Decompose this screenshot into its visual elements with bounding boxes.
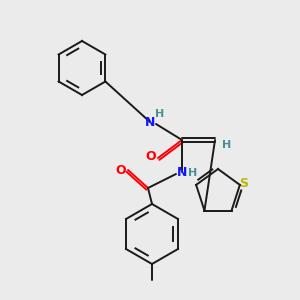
Text: N: N [145, 116, 155, 128]
Text: H: H [188, 168, 198, 178]
Text: H: H [155, 109, 165, 119]
Text: O: O [146, 151, 156, 164]
Text: H: H [222, 140, 232, 150]
Text: N: N [177, 166, 187, 178]
Text: O: O [116, 164, 126, 176]
Text: S: S [239, 177, 248, 190]
